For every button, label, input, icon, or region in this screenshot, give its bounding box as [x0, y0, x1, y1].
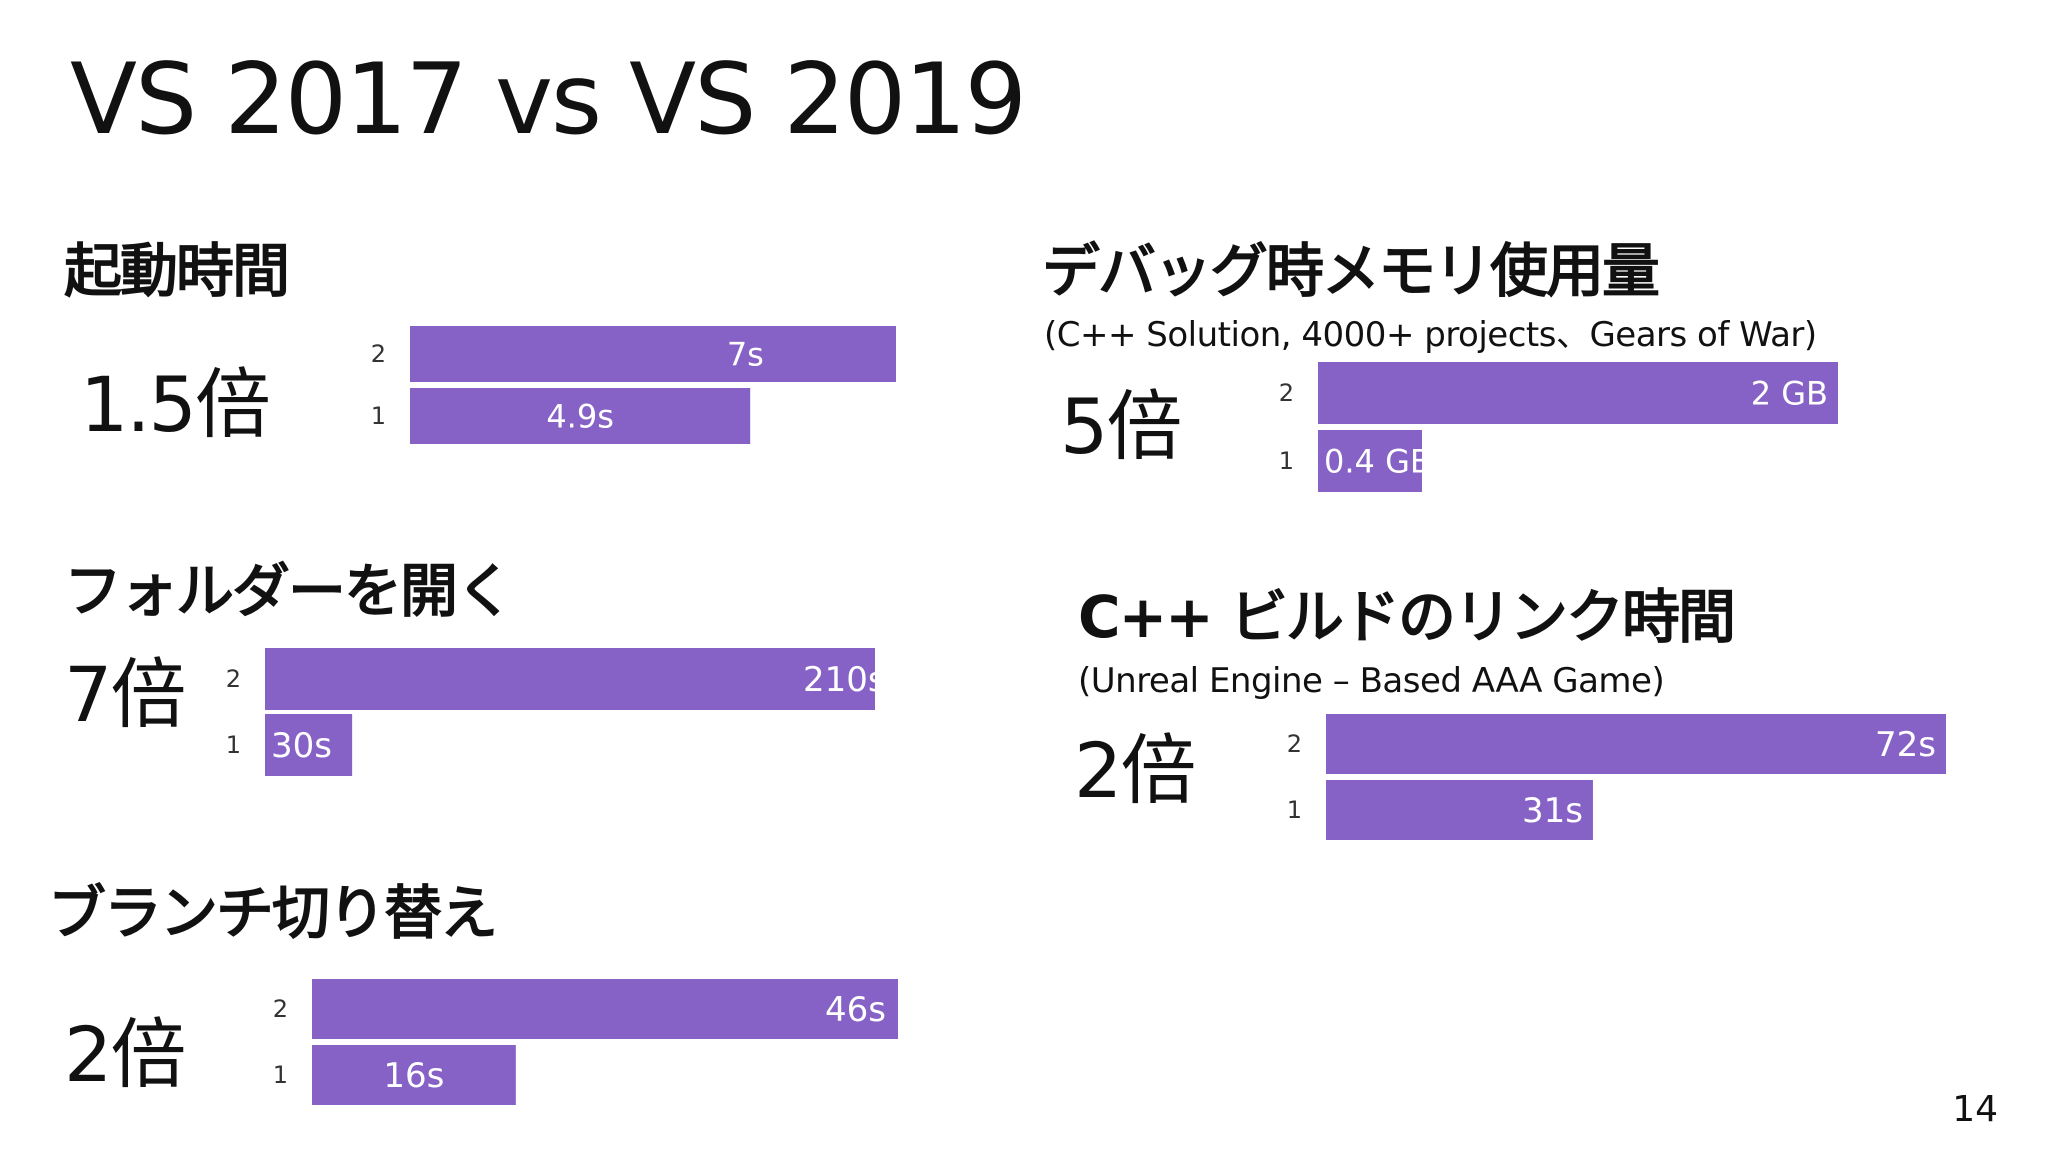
category-tick-branch-switch-0: 2	[273, 995, 288, 1023]
panel-subtitle-debug-memory: (C++ Solution, 4000+ projects、Gears of W…	[1044, 315, 1817, 355]
data-label-open-folder-1: 30s	[271, 726, 332, 766]
data-label-branch-switch-0: 46s	[825, 990, 886, 1030]
ratio-debug-memory: 5倍	[1060, 382, 1182, 471]
data-label-open-folder-0: 210s	[803, 660, 880, 700]
bar-debug-memory-0	[1318, 362, 1838, 424]
category-tick-link-time-0: 2	[1287, 730, 1302, 758]
data-label-branch-switch-1: 16s	[383, 1056, 444, 1096]
data-label-debug-memory-0: 2 GB	[1751, 375, 1828, 413]
panel-heading-open-folder: フォルダーを開く	[64, 557, 514, 625]
data-label-startup-1: 4.9s	[546, 398, 614, 436]
page-number: 14	[1952, 1089, 1998, 1130]
category-tick-branch-switch-1: 1	[273, 1061, 288, 1089]
category-tick-open-folder-1: 1	[226, 731, 241, 759]
ratio-startup: 1.5倍	[80, 360, 271, 449]
bar-startup-0	[410, 326, 896, 382]
bar-link-time-0	[1326, 714, 1946, 774]
bar-branch-switch-1	[312, 1045, 516, 1105]
bar-branch-switch-0	[312, 979, 898, 1039]
data-label-startup-0: 7s	[727, 336, 764, 374]
chart-startup: 2 7s 1 4.9s	[360, 322, 900, 454]
category-tick-debug-memory-0: 2	[1279, 379, 1294, 407]
bar-startup-1	[410, 388, 751, 444]
category-tick-open-folder-0: 2	[226, 665, 241, 693]
ratio-link-time: 2倍	[1074, 726, 1196, 815]
category-tick-debug-memory-1: 1	[1279, 447, 1294, 475]
panel-heading-debug-memory: デバッグ時メモリ使用量	[1042, 237, 1660, 305]
chart-debug-memory: 2 2 GB 1 0.4 GB	[1268, 360, 1848, 492]
bar-open-folder-1	[265, 714, 353, 776]
bar-debug-memory-1	[1318, 430, 1422, 492]
category-tick-link-time-1: 1	[1287, 796, 1302, 824]
category-tick-startup-0: 2	[371, 340, 386, 368]
category-tick-startup-1: 1	[371, 402, 386, 430]
ratio-branch-switch: 2倍	[64, 1010, 186, 1099]
panel-heading-startup: 起動時間	[64, 237, 290, 305]
chart-branch-switch: 2 46s 1 16s	[262, 975, 902, 1107]
ratio-open-folder: 7倍	[64, 650, 186, 739]
panel-heading-link-time: C++ ビルドのリンク時間	[1078, 583, 1736, 651]
bar-link-time-1	[1326, 780, 1593, 840]
panel-heading-branch-switch: ブランチ切り替え	[48, 879, 498, 947]
panel-subtitle-link-time: (Unreal Engine – Based AAA Game)	[1078, 661, 1665, 701]
bar-open-folder-0	[265, 648, 875, 710]
data-label-link-time-0: 72s	[1875, 725, 1936, 765]
data-label-debug-memory-1: 0.4 GB	[1324, 443, 1432, 481]
data-label-link-time-1: 31s	[1522, 791, 1583, 831]
chart-link-time: 2 72s 1 31s	[1276, 710, 1952, 842]
slide-title: VS 2017 vs VS 2019	[70, 43, 1027, 157]
chart-open-folder: 2 210s 1 30s	[215, 644, 880, 776]
